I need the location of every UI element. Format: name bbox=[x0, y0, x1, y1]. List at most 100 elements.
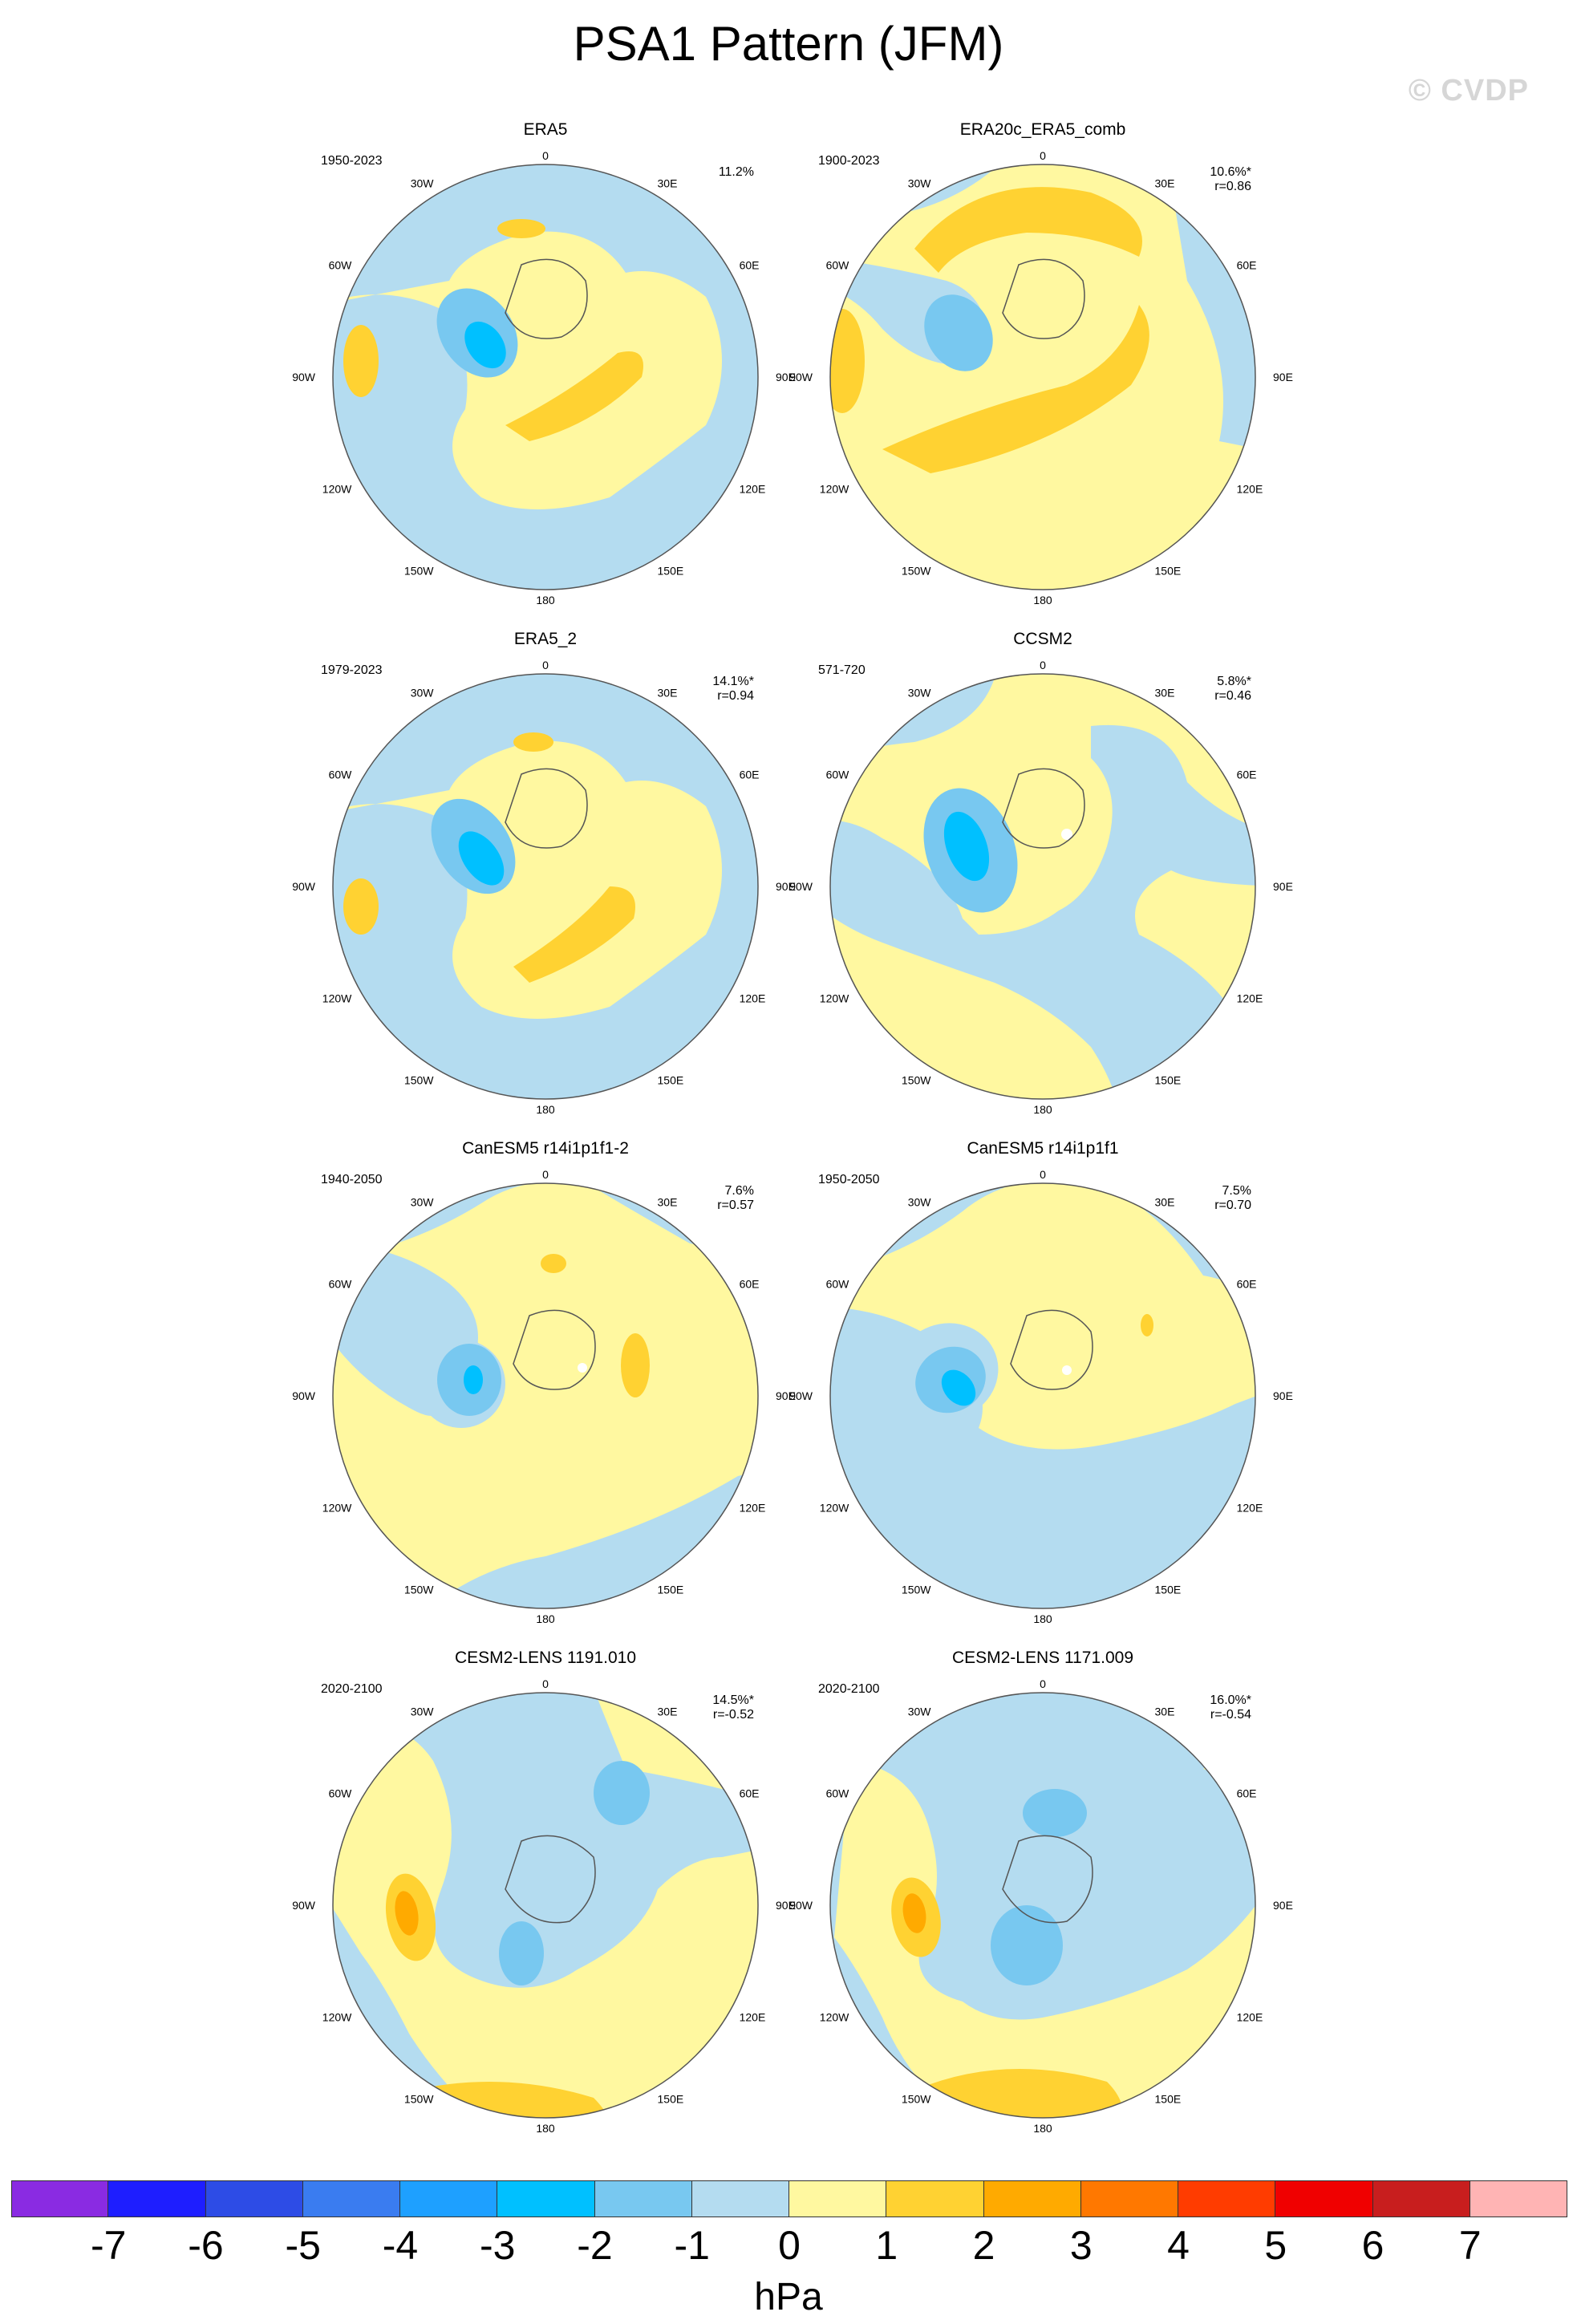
longitude-label: 120W bbox=[322, 483, 352, 496]
longitude-label: 60E bbox=[1237, 1787, 1257, 1800]
longitude-label: 90E bbox=[1273, 1899, 1293, 1912]
longitude-label: 30W bbox=[411, 176, 435, 189]
longitude-label: 120W bbox=[820, 1502, 849, 1515]
longitude-label: 0 bbox=[1040, 1677, 1046, 1690]
longitude-label: 90W bbox=[789, 371, 813, 383]
colorbar-tick: 2 bbox=[972, 2223, 995, 2268]
polar-map: 0 30E 60E 90E 120E 150E 180 150W 120W 90W 60W 30W bbox=[789, 659, 1293, 1116]
longitude-label: 90E bbox=[776, 880, 796, 893]
longitude-label: 30E bbox=[1155, 686, 1175, 699]
panel-stats: 14.1%* r=0.94 bbox=[712, 675, 754, 704]
panel-stats: 7.5% r=0.70 bbox=[1214, 1184, 1251, 1213]
colorbar-box bbox=[789, 2180, 887, 2217]
map-panel-ccsm2: CCSM2 571-720 5.8%* r=0.46 0 30E 60E 90E 120E… bbox=[786, 630, 1299, 1127]
longitude-label: 150E bbox=[658, 565, 684, 578]
longitude-label: 60W bbox=[329, 1787, 353, 1800]
longitude-label: 150W bbox=[404, 1584, 434, 1596]
longitude-label: 30E bbox=[658, 1705, 678, 1718]
panel-period: 2020-2100 bbox=[321, 1682, 383, 1696]
longitude-label: 150E bbox=[1155, 1074, 1182, 1087]
panel-period: 1940-2050 bbox=[321, 1173, 383, 1186]
colorbar-box bbox=[11, 2180, 109, 2217]
longitude-label: 120E bbox=[740, 2011, 766, 2024]
longitude-label: 60W bbox=[826, 1787, 850, 1800]
map-panel-era20c: ERA20c_ERA5_comb 1900-2023 10.6%* r=0.86 … bbox=[786, 120, 1299, 618]
longitude-label: 60E bbox=[740, 769, 760, 781]
longitude-label: 60E bbox=[1237, 259, 1257, 272]
longitude-label: 150W bbox=[902, 2093, 931, 2106]
longitude-label: 180 bbox=[1033, 1103, 1052, 1116]
longitude-label: 60E bbox=[740, 1787, 760, 1800]
longitude-label: 150W bbox=[902, 565, 931, 578]
longitude-label: 120W bbox=[322, 1502, 352, 1515]
watermark: © CVDP bbox=[1408, 74, 1529, 107]
colorbar-tick: 6 bbox=[1361, 2223, 1384, 2268]
longitude-label: 60W bbox=[329, 259, 353, 272]
panel-period: 1900-2023 bbox=[818, 154, 880, 168]
longitude-label: 90E bbox=[776, 1389, 796, 1402]
longitude-label: 0 bbox=[542, 659, 549, 671]
panel-pct: 5.8%* bbox=[1217, 675, 1251, 688]
longitude-label: 180 bbox=[536, 1103, 555, 1116]
longitude-label: 150E bbox=[1155, 1584, 1182, 1596]
polar-map: 0 30E 60E 90E 120E 150E 180 150W 120W 90W 60W 30W bbox=[789, 1677, 1293, 2135]
colorbar-box bbox=[108, 2180, 206, 2217]
colorbar bbox=[11, 2180, 1567, 2219]
map-panel-era5-2: ERA5_2 1979-2023 14.1%* r=0.94 0 30E 60E 90E… bbox=[289, 630, 802, 1127]
longitude-label: 60W bbox=[329, 769, 353, 781]
polar-map: 0 30E 60E 90E 120E 150E 180 150W 120W 90W 60W 30W bbox=[789, 1168, 1293, 1625]
colorbar-tick: -7 bbox=[91, 2223, 127, 2268]
colorbar-tick: -1 bbox=[674, 2223, 710, 2268]
colorbar-box bbox=[1275, 2180, 1373, 2217]
colorbar-box bbox=[886, 2180, 984, 2217]
longitude-label: 120E bbox=[740, 483, 766, 496]
longitude-label: 120E bbox=[1237, 2011, 1263, 2024]
longitude-label: 60E bbox=[740, 1278, 760, 1291]
panel-period: 1979-2023 bbox=[321, 663, 383, 677]
longitude-label: 60W bbox=[826, 1278, 850, 1291]
panel-stats: 7.6% r=0.57 bbox=[717, 1184, 754, 1213]
longitude-label: 90W bbox=[292, 371, 316, 383]
longitude-label: 180 bbox=[1033, 1612, 1052, 1625]
longitude-label: 150E bbox=[1155, 2093, 1182, 2106]
longitude-label: 0 bbox=[542, 1677, 549, 1690]
panel-stats: 11.2% bbox=[719, 165, 754, 180]
longitude-label: 0 bbox=[542, 149, 549, 162]
polar-map: 0 30E 60E 90E 120E 150E 180 150W 120W 90W 60W 30W bbox=[292, 149, 796, 606]
longitude-label: 150W bbox=[404, 1074, 434, 1087]
longitude-label: 90E bbox=[776, 371, 796, 383]
colorbar-tick: -6 bbox=[188, 2223, 224, 2268]
longitude-label: 120E bbox=[1237, 483, 1263, 496]
polar-map: 0 30E 60E 90E 120E 150E 180 150W 120W 90W 60W 30W bbox=[789, 149, 1293, 606]
longitude-label: 30E bbox=[658, 176, 678, 189]
colorbar-tick: 7 bbox=[1458, 2223, 1482, 2268]
longitude-label: 30W bbox=[908, 686, 932, 699]
longitude-label: 90W bbox=[292, 1899, 316, 1912]
longitude-label: 30W bbox=[908, 1705, 932, 1718]
longitude-label: 30W bbox=[908, 176, 932, 189]
colorbar-tick: -2 bbox=[577, 2223, 613, 2268]
colorbar-box bbox=[400, 2180, 498, 2217]
map-panel-era5: ERA5 1950-2023 11.2% 0 30E 60E 90E 120E 150E 1… bbox=[289, 120, 802, 618]
longitude-label: 30W bbox=[411, 1195, 435, 1208]
map-panel-cesm2-1171: CESM2-LENS 1171.009 2020-2100 16.0%* r=-0… bbox=[786, 1649, 1299, 2146]
longitude-label: 30W bbox=[411, 686, 435, 699]
panel-r: r=0.70 bbox=[1214, 1199, 1251, 1212]
panel-pct: 16.0%* bbox=[1210, 1693, 1251, 1707]
colorbar-tick: -3 bbox=[480, 2223, 516, 2268]
longitude-label: 120W bbox=[322, 992, 352, 1005]
longitude-label: 120W bbox=[322, 2011, 352, 2024]
longitude-label: 90E bbox=[1273, 880, 1293, 893]
colorbar-box bbox=[1372, 2180, 1470, 2217]
panel-period: 571-720 bbox=[818, 663, 866, 677]
colorbar-tick: 0 bbox=[778, 2223, 801, 2268]
longitude-label: 120E bbox=[740, 992, 766, 1005]
colorbar-box bbox=[205, 2180, 303, 2217]
colorbar-box bbox=[1178, 2180, 1276, 2217]
longitude-label: 120W bbox=[820, 483, 849, 496]
longitude-label: 30W bbox=[908, 1195, 932, 1208]
longitude-label: 60E bbox=[1237, 1278, 1257, 1291]
colorbar-box bbox=[594, 2180, 692, 2217]
longitude-label: 90W bbox=[789, 880, 813, 893]
panel-stats: 16.0%* r=-0.54 bbox=[1210, 1693, 1251, 1722]
